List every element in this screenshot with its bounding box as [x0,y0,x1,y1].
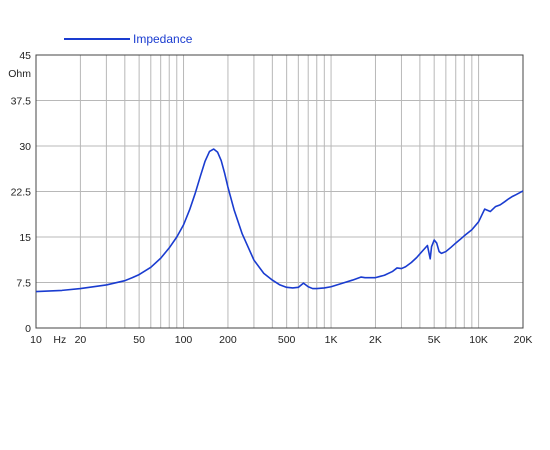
impedance-curve [35,148,524,293]
x-tick-label: 200 [219,334,237,346]
x-tick-label: 20 [75,334,87,346]
legend-label: Impedance [133,32,193,46]
x-tick-label: 100 [175,334,193,346]
chart-grid [35,54,524,329]
x-tick-label: 50 [133,334,145,346]
x-tick-label: 10K [469,334,488,346]
y-unit-label: Ohm [8,68,31,80]
x-tick-label: 1K [325,334,338,346]
y-tick-label: 30 [19,141,31,153]
chart-series-layer [35,148,524,293]
x-tick-label: 5K [428,334,441,346]
x-tick-label: 500 [278,334,296,346]
x-tick-label: 2K [369,334,382,346]
x-tick-label: 10 [30,334,42,346]
y-tick-label: 22.5 [11,187,32,199]
y-tick-label: 37.5 [11,96,32,108]
x-unit-label: Hz [53,334,66,346]
chart-tick-labels: 0 7.5 15 22.5 30 37.5 45 Ohm 10 20 50 100 200 500 1K 2K… [8,50,532,346]
y-tick-label: 45 [19,50,31,62]
y-tick-label: 15 [19,232,31,244]
x-tick-label: 20K [514,334,533,346]
y-tick-label: 0 [25,323,31,335]
chart-legend: Impedance [64,32,193,46]
y-tick-label: 7.5 [16,278,31,290]
